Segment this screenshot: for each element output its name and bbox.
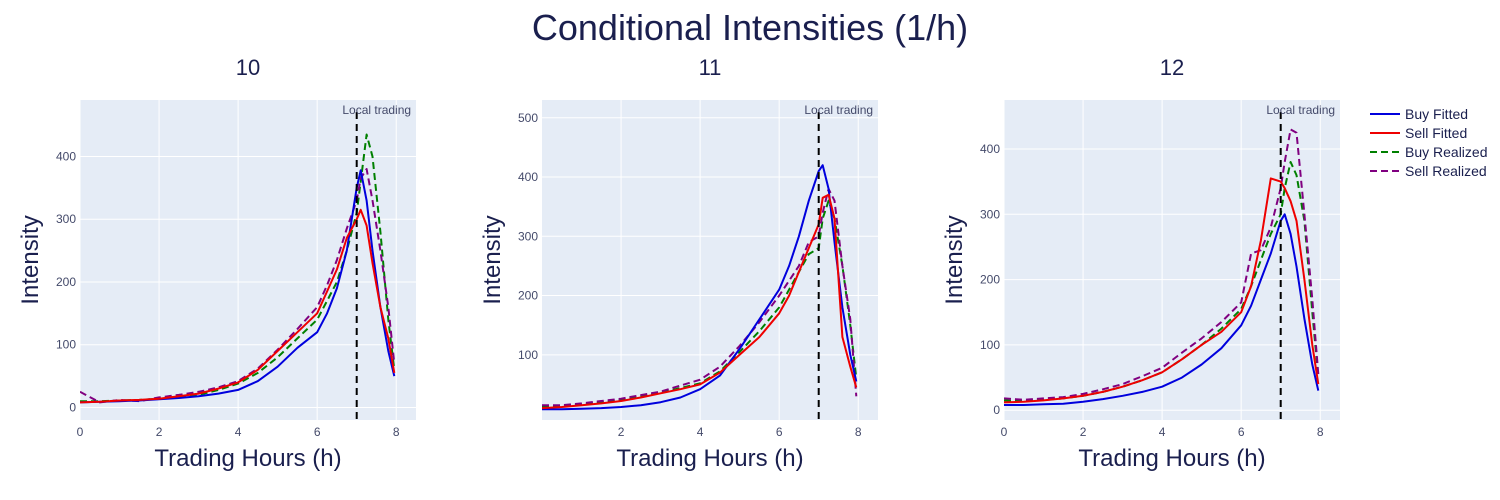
y-tick-label: 400 [56,149,76,163]
panel-10: 0 2 4 6 8 0 100 200 300 400 Local trading 10 Trading… [17,55,416,472]
y-tick-label: 100 [56,338,76,352]
series-line-sell-fitted [542,193,858,410]
y-tick-label: 300 [56,212,76,226]
legend-label: Sell Realized [1405,163,1487,179]
y-axis-title: Intensity [479,215,506,304]
legend-item-buy-realized[interactable]: Buy Realized [1370,144,1488,160]
x-tick-label: 6 [1238,425,1245,439]
local-trading-annotation: Local trading [342,103,411,117]
y-tick-label: 300 [980,207,1000,221]
plot-background [542,100,878,420]
local-trading-annotation: Local trading [1266,103,1335,117]
panel-subtitle: 11 [699,55,722,80]
y-tick-label: 400 [980,142,1000,156]
x-tick-label: 4 [1159,425,1166,439]
x-tick-label: 2 [1080,425,1087,439]
x-tick-label: 2 [618,425,625,439]
legend[interactable]: Buy Fitted Sell Fitted Buy Realized Sell Re… [1370,106,1488,179]
panel-12: 0 2 4 6 8 0 100 200 300 400 Local trading 12 Trading… [941,55,1340,472]
legend-item-buy-fitted[interactable]: Buy Fitted [1370,106,1468,122]
legend-item-sell-fitted[interactable]: Sell Fitted [1370,125,1467,141]
local-trading-annotation: Local trading [804,103,873,117]
series-line-buy-fitted [1004,213,1320,406]
legend-label: Buy Fitted [1405,106,1468,122]
x-tick-label: 4 [697,425,704,439]
series-lines [542,164,858,411]
y-tick-label: 200 [980,273,1000,287]
x-tick-label: 6 [776,425,783,439]
x-tick-label: 8 [1317,425,1324,439]
x-axis-title: Trading Hours (h) [154,445,341,472]
y-tick-label: 0 [69,400,76,414]
plot-background [1004,100,1340,420]
x-tick-label: 0 [77,425,84,439]
y-axis-title: Intensity [941,215,968,304]
panel-subtitle: 12 [1160,55,1184,80]
series-line-sell-fitted [80,208,396,404]
y-tick-label: 500 [518,111,538,125]
x-tick-label: 8 [855,425,862,439]
series-lines [80,133,396,404]
x-tick-label: 6 [314,425,321,439]
y-tick-label: 200 [518,289,538,303]
y-tick-label: 200 [56,275,76,289]
x-axis-title: Trading Hours (h) [1078,445,1265,472]
y-tick-label: 100 [518,348,538,362]
series-line-sell-realized [542,187,858,407]
legend-label: Sell Fitted [1405,125,1467,141]
series-line-sell-realized [80,168,396,404]
x-axis-title: Trading Hours (h) [616,445,803,472]
plot-background [80,100,416,420]
legend-item-sell-realized[interactable]: Sell Realized [1370,163,1487,179]
series-line-sell-realized [1004,128,1320,401]
y-tick-label: 300 [518,229,538,243]
y-tick-label: 0 [993,403,1000,417]
y-axis-title: Intensity [17,215,44,304]
x-tick-label: 2 [156,425,163,439]
x-tick-label: 8 [393,425,400,439]
x-tick-label: 0 [1001,425,1008,439]
series-line-sell-fitted [1004,177,1320,404]
panel-11: 2 4 6 8 100 200 300 400 500 Local trading 11 Tradin… [479,55,878,472]
chart-title: Conditional Intensities (1/h) [532,7,968,48]
y-tick-label: 400 [518,170,538,184]
panel-subtitle: 10 [236,55,260,80]
series-lines [1004,128,1320,406]
legend-label: Buy Realized [1405,144,1488,160]
y-tick-label: 100 [980,338,1000,352]
x-tick-label: 4 [235,425,242,439]
